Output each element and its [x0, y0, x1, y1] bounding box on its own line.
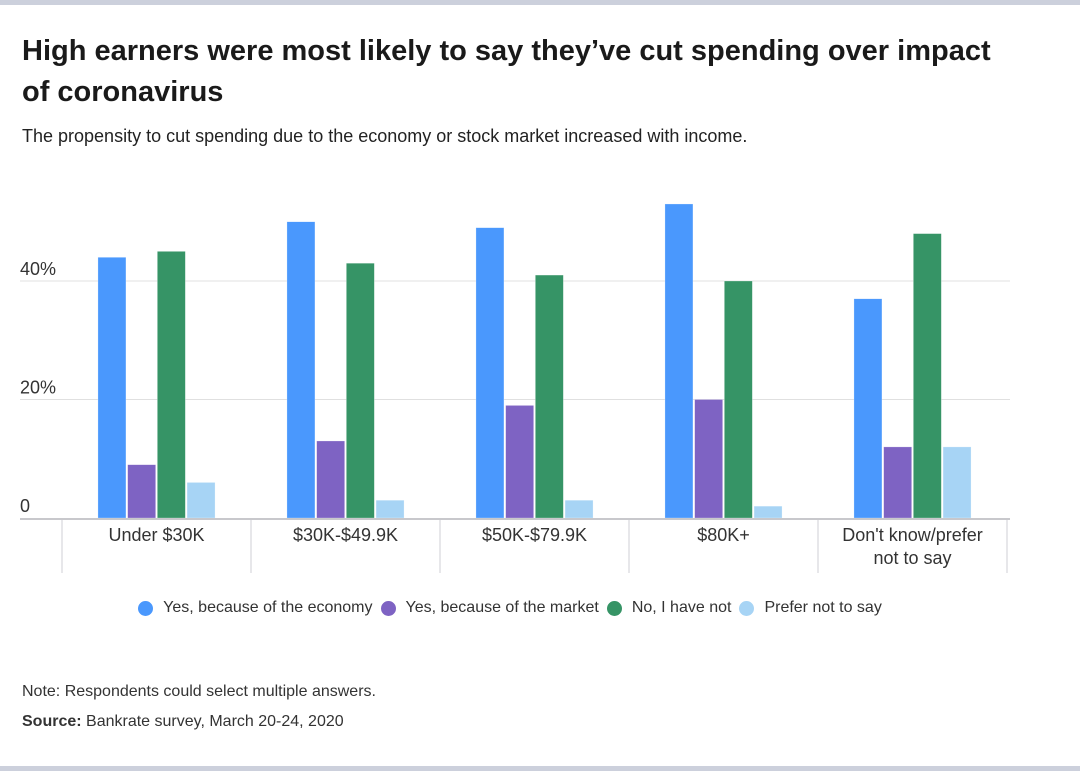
- bar: [694, 399, 723, 519]
- bar: [97, 257, 127, 519]
- bar: [853, 298, 883, 519]
- x-tick-label-line: not to say: [873, 548, 951, 568]
- legend-label: No, I have not: [631, 599, 732, 616]
- legend-item[interactable]: Yes, because of the market: [380, 597, 599, 619]
- legend-label: Prefer not to say: [764, 599, 882, 616]
- y-tick-label: 40%: [20, 259, 56, 279]
- bar: [883, 446, 912, 519]
- legend-swatch-icon: [739, 600, 755, 616]
- bar-chart: 0 20% 40% Under $30K $30K-$49.9K $50K-$79.9K $…: [20, 203, 1010, 573]
- y-tick-label: 20%: [20, 378, 56, 398]
- bar: [753, 505, 783, 519]
- bar: [186, 482, 216, 519]
- chart-note: Note: Respondents could select multiple …: [22, 683, 376, 700]
- bar: [664, 203, 694, 519]
- legend-label: Yes, because of the economy: [163, 599, 373, 616]
- x-tick-label-line: $80K+: [697, 525, 750, 545]
- source-text: Bankrate survey, March 20-24, 2020: [81, 713, 344, 730]
- legend-swatch-icon: [606, 600, 622, 616]
- bottom-border: [0, 766, 1080, 771]
- x-tick-label: Under $30K: [108, 525, 204, 545]
- top-border: [0, 0, 1080, 5]
- chart-subtitle: The propensity to cut spending due to th…: [22, 126, 748, 146]
- bar: [724, 280, 753, 519]
- legend-label: Yes, because of the market: [405, 599, 599, 616]
- x-tick-label-line: Under $30K: [108, 525, 204, 545]
- bar: [535, 274, 564, 519]
- chart-source: Source: Bankrate survey, March 20-24, 20…: [22, 713, 344, 731]
- x-tick-label-line: Don't know/prefer: [842, 525, 983, 545]
- bar: [505, 405, 534, 519]
- legend-swatch-icon: [138, 600, 154, 616]
- bar: [475, 227, 505, 519]
- bar: [316, 440, 345, 519]
- bar: [913, 233, 942, 519]
- chart-title: High earners were most likely to say the…: [22, 35, 991, 108]
- legend-swatch-icon: [380, 600, 396, 616]
- bar: [942, 446, 972, 519]
- bar: [286, 221, 316, 519]
- legend-item[interactable]: Prefer not to say: [739, 597, 882, 619]
- bar: [157, 251, 186, 519]
- bar: [127, 464, 156, 519]
- bar: [346, 262, 375, 519]
- x-tick-label-line: $50K-$79.9K: [482, 525, 587, 545]
- y-tick-label: 0: [20, 496, 30, 516]
- legend: Yes, because of the economy Yes, because …: [0, 597, 1020, 619]
- source-label: Source:: [22, 713, 82, 730]
- legend-item[interactable]: Yes, because of the economy: [138, 597, 373, 619]
- x-tick-label: $30K-$49.9K: [293, 525, 398, 545]
- bar: [375, 499, 405, 519]
- x-tick-label: Don't know/prefer not to say: [842, 525, 983, 568]
- legend-item[interactable]: No, I have not: [606, 597, 732, 619]
- x-tick-label: $50K-$79.9K: [482, 525, 587, 545]
- x-tick-label: $80K+: [697, 525, 750, 545]
- bar: [564, 499, 594, 519]
- x-tick-label-line: $30K-$49.9K: [293, 525, 398, 545]
